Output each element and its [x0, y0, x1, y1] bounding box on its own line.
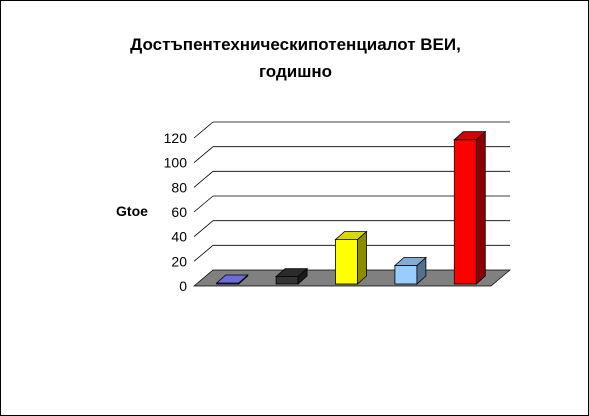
grid-side-line [193, 195, 214, 213]
y-tick-label: 20 [171, 253, 187, 269]
grid-side-line [193, 245, 214, 262]
grid-side-line [193, 146, 214, 163]
bar [393, 256, 427, 285]
bar-top [453, 131, 487, 141]
y-tick-label: 100 [164, 155, 188, 171]
chart-title-line1: Достъпентехническипотенциалот ВЕИ, [130, 35, 461, 54]
y-tick-label: 60 [171, 204, 187, 220]
grid-side-line [193, 220, 214, 237]
bar-side [475, 130, 486, 285]
y-tick-layer: 0 20 40 60 80 100 120 [164, 130, 188, 294]
bar-front [453, 139, 477, 285]
chart-title-line2: годишно [258, 62, 333, 81]
bar-top [215, 274, 249, 284]
bar [275, 267, 309, 285]
bars-layer [215, 130, 487, 285]
grid-side-line [193, 171, 214, 188]
bar-top [275, 268, 309, 278]
y-tick-label: 80 [171, 179, 187, 195]
bar-front [394, 265, 418, 285]
y-tick-label: 40 [171, 229, 187, 245]
bar-top [393, 257, 427, 266]
bar [453, 130, 487, 285]
bar-front [335, 239, 358, 285]
y-tick-label: 0 [179, 278, 187, 294]
y-tick-label: 120 [164, 130, 188, 146]
chart-title: Достъпентехническипотенциалот ВЕИ, годиш… [1, 31, 589, 85]
y-axis-label: Gtoe [116, 203, 148, 219]
bar-top [334, 231, 368, 241]
bar [334, 230, 368, 285]
bar-front [275, 276, 299, 285]
grid-side-line [193, 121, 214, 139]
bar [215, 274, 249, 285]
bar-side [357, 230, 367, 285]
